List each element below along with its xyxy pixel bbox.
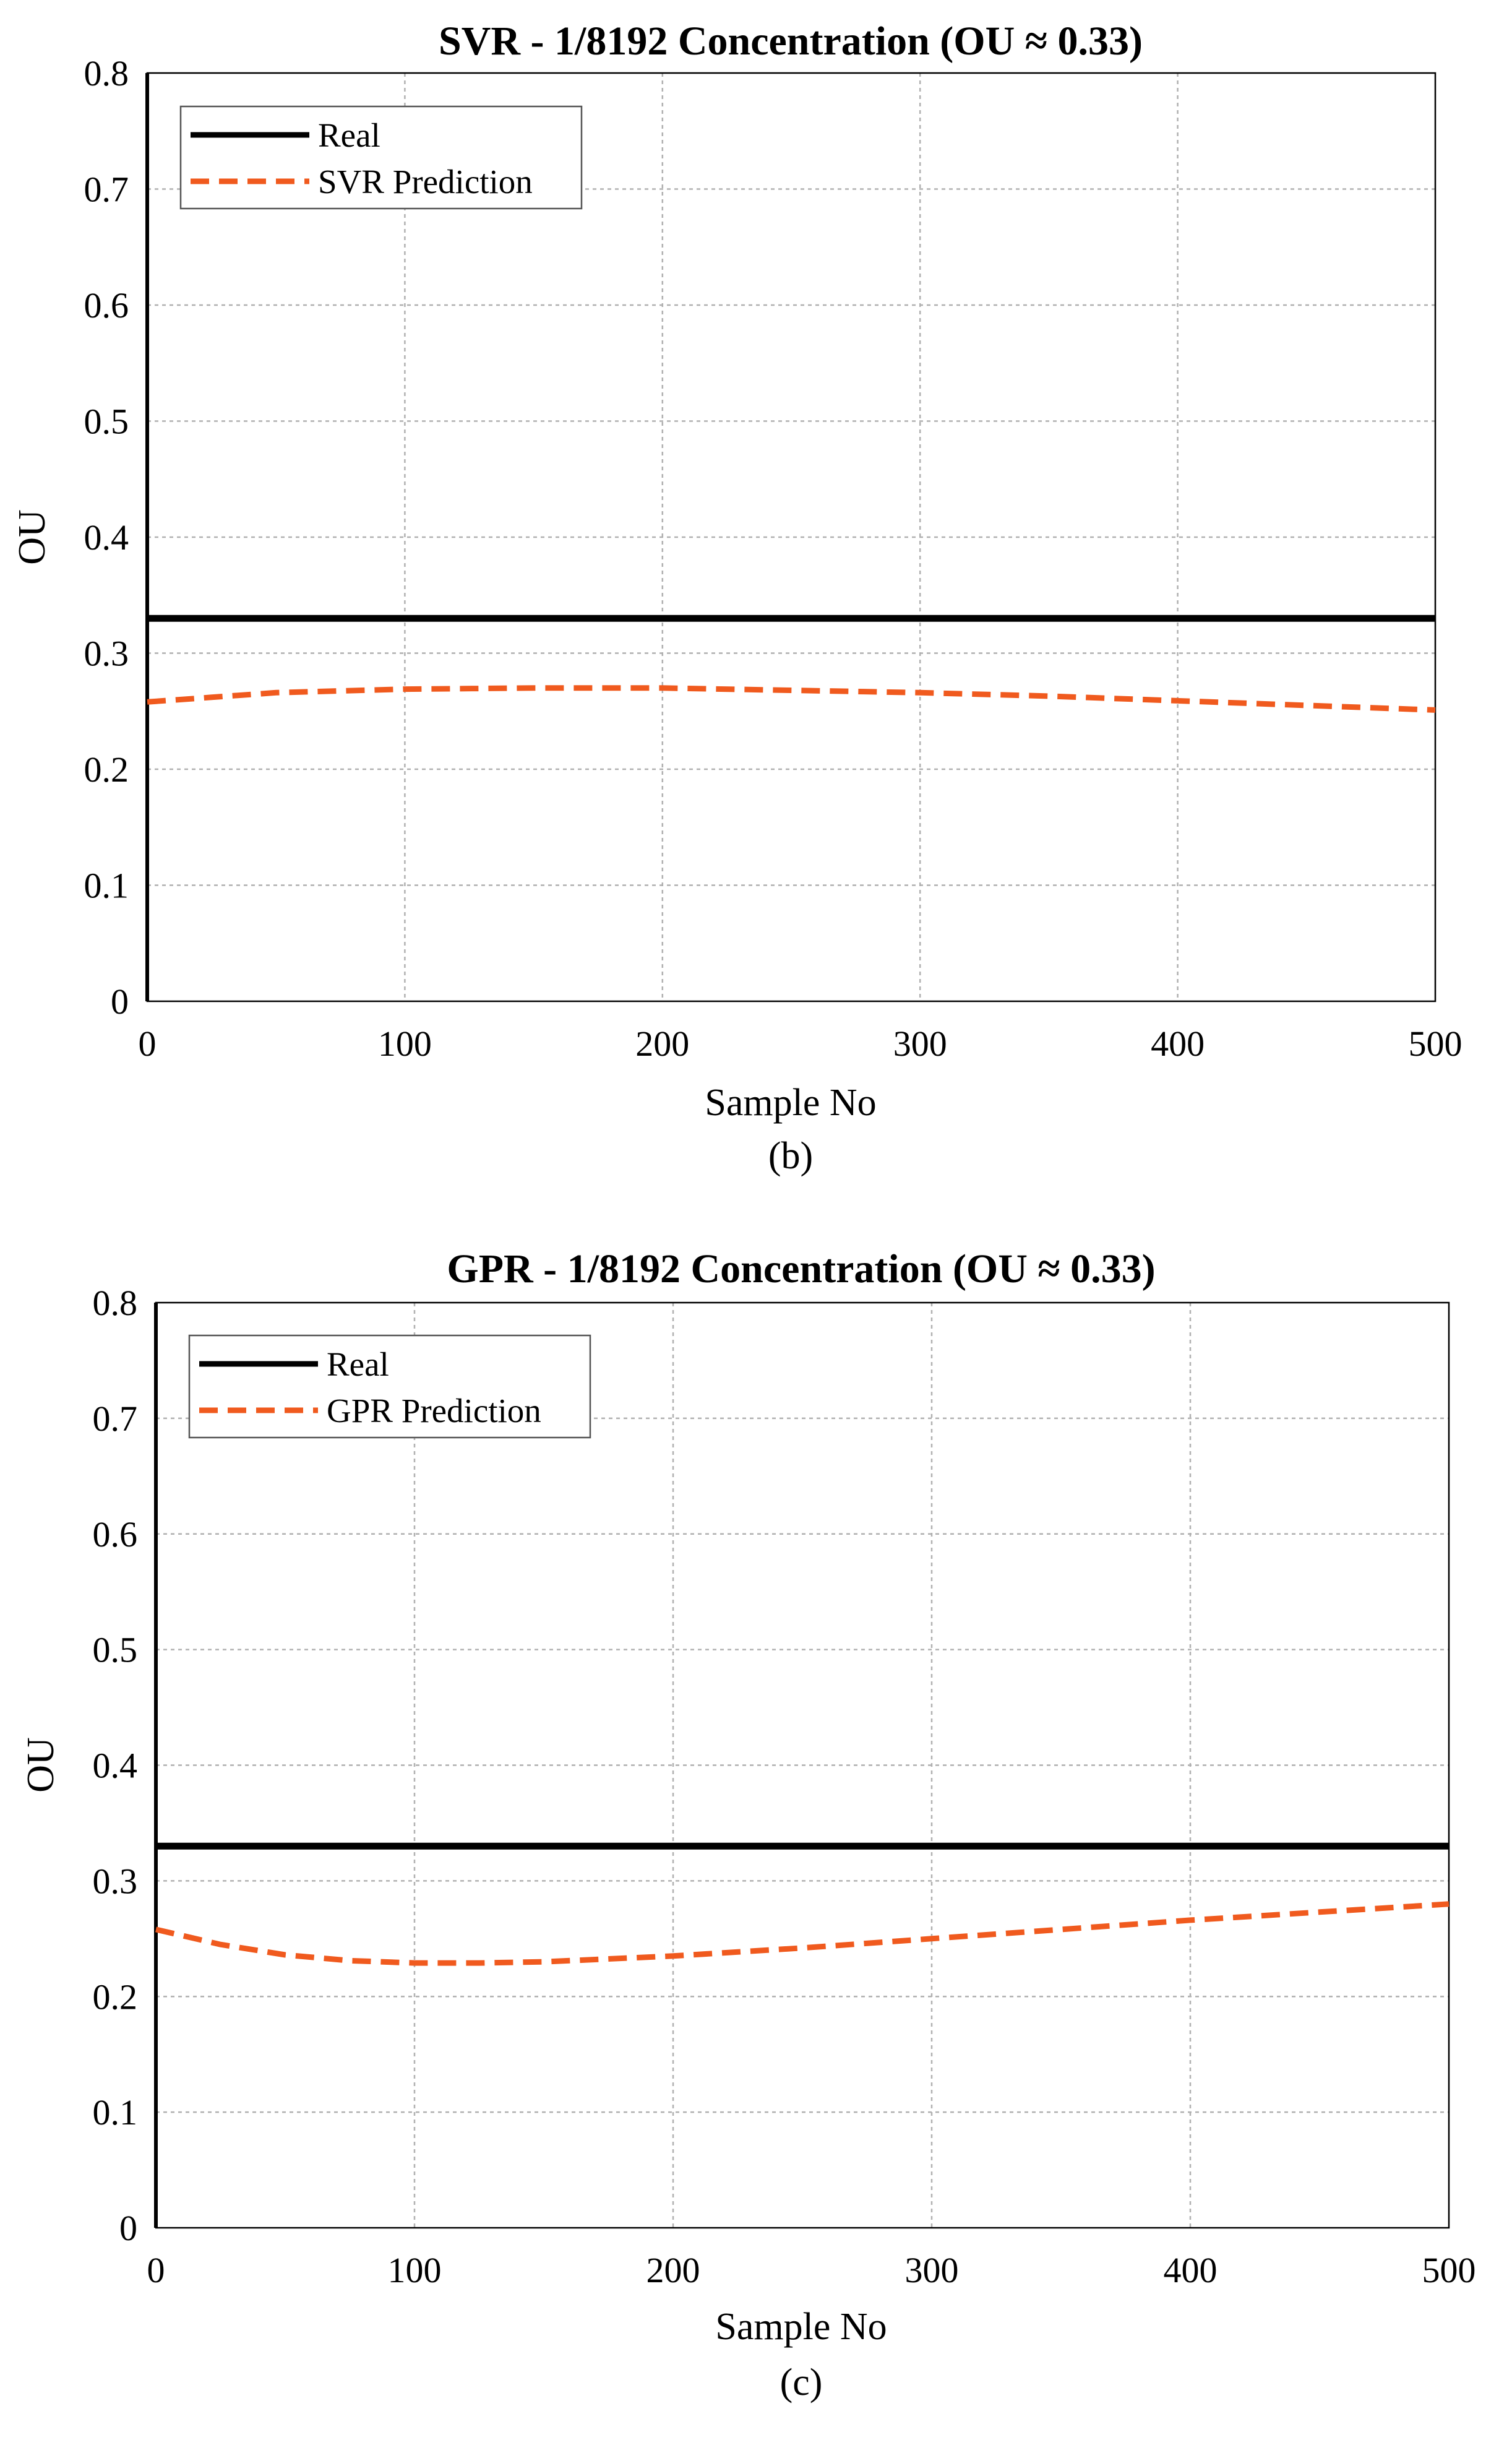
chart-title: GPR - 1/8192 Concentration (OU ≈ 0.33) <box>447 1246 1155 1291</box>
legend-real-label: Real <box>318 116 380 154</box>
legend: Real SVR Prediction <box>181 106 582 209</box>
x-tick-label: 0 <box>147 2250 165 2290</box>
y-tick-labels: 0 0.1 0.2 0.3 0.4 0.5 0.6 0.7 0.8 <box>93 1283 138 2248</box>
y-tick-label: 0.7 <box>84 170 129 210</box>
y-tick-label: 0.1 <box>84 866 129 906</box>
legend: Real GPR Prediction <box>189 1335 590 1438</box>
y-tick-label: 0.7 <box>93 1399 138 1439</box>
y-axis-label: OU <box>20 1737 62 1793</box>
legend-prediction-label: SVR Prediction <box>318 163 533 201</box>
x-tick-label: 300 <box>905 2250 959 2290</box>
x-tick-label: 100 <box>378 1024 432 1064</box>
y-tick-label: 0.6 <box>84 285 129 326</box>
chart-title: SVR - 1/8192 Concentration (OU ≈ 0.33) <box>439 19 1143 64</box>
grid-lines <box>147 73 1435 1001</box>
y-tick-label: 0.2 <box>84 749 129 790</box>
y-tick-label: 0.6 <box>93 1514 138 1555</box>
x-tick-label: 500 <box>1409 1024 1463 1064</box>
y-tick-label: 0.1 <box>93 2092 138 2132</box>
prediction-series-line <box>147 688 1435 710</box>
x-tick-label: 0 <box>139 1024 157 1064</box>
panel-label: (b) <box>768 1135 813 1177</box>
x-axis-label: Sample No <box>705 1082 876 1124</box>
x-tick-label: 300 <box>893 1024 947 1064</box>
series-group <box>156 1846 1449 1963</box>
y-tick-label: 0 <box>119 2208 137 2248</box>
y-tick-label: 0 <box>111 981 129 1022</box>
y-tick-label: 0.4 <box>93 1746 138 1786</box>
x-tick-labels: 0 100 200 300 400 500 <box>147 2250 1476 2290</box>
y-tick-label: 0.4 <box>84 517 129 558</box>
x-tick-label: 100 <box>388 2250 442 2290</box>
y-axis-label: OU <box>11 509 53 565</box>
chart-gpr: GPR - 1/8192 Concentration (OU ≈ 0.33) 0… <box>20 1246 1476 2404</box>
y-tick-label: 0.5 <box>84 402 129 442</box>
y-tick-label: 0.8 <box>84 53 129 93</box>
series-group <box>147 618 1435 710</box>
x-tick-label: 400 <box>1164 2250 1218 2290</box>
x-axis-label: Sample No <box>715 2306 887 2348</box>
y-tick-label: 0.8 <box>93 1283 138 1323</box>
legend-prediction-label: GPR Prediction <box>327 1392 541 1429</box>
x-tick-label: 200 <box>635 1024 689 1064</box>
y-tick-labels: 0 0.1 0.2 0.3 0.4 0.5 0.6 0.7 0.8 <box>84 53 129 1022</box>
x-tick-labels: 0 100 200 300 400 500 <box>139 1024 1463 1064</box>
prediction-series-line <box>156 1904 1449 1963</box>
legend-real-label: Real <box>327 1345 389 1383</box>
y-tick-label: 0.3 <box>84 634 129 674</box>
x-tick-label: 400 <box>1151 1024 1205 1064</box>
grid-lines <box>156 1303 1449 2228</box>
x-tick-label: 500 <box>1422 2250 1476 2290</box>
y-tick-label: 0.3 <box>93 1861 138 1901</box>
panel-label: (c) <box>780 2361 823 2404</box>
y-tick-label: 0.2 <box>93 1977 138 2017</box>
chart-svr: SVR - 1/8192 Concentration (OU ≈ 0.33) 0… <box>11 19 1463 1177</box>
y-tick-label: 0.5 <box>93 1630 138 1670</box>
x-tick-label: 200 <box>646 2250 700 2290</box>
